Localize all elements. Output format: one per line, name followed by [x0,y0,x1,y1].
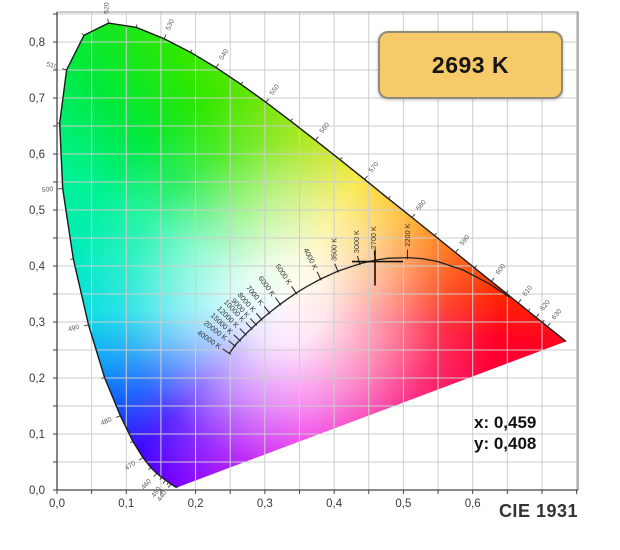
svg-text:550: 550 [269,83,282,96]
svg-text:0,3: 0,3 [257,498,273,510]
svg-text:0,4: 0,4 [326,498,343,510]
svg-text:0,6: 0,6 [29,149,45,161]
svg-text:560: 560 [319,122,332,135]
svg-text:2700 K: 2700 K [369,226,378,249]
svg-text:460: 460 [140,478,153,491]
svg-text:0,1: 0,1 [29,429,45,441]
svg-text:3000 K: 3000 K [352,230,361,253]
svg-text:2200 K: 2200 K [403,223,412,246]
cct-badge: 2693 K [378,31,563,99]
svg-text:500: 500 [42,186,54,194]
cct-badge-label: 2693 K [431,51,510,78]
svg-text:630: 630 [551,308,564,321]
svg-text:510: 510 [46,61,59,71]
svg-text:490: 490 [67,324,80,334]
diagram-title: CIE 1931 [498,501,578,521]
svg-text:4000 K: 4000 K [302,246,320,271]
svg-text:0,0: 0,0 [29,485,45,497]
svg-text:0,7: 0,7 [29,93,45,105]
svg-text:0,4: 0,4 [29,261,46,273]
svg-text:530: 530 [165,18,176,31]
svg-text:520: 520 [104,2,111,14]
svg-text:0,0: 0,0 [49,498,65,510]
y-readout: y: 0,408 [474,434,537,453]
svg-text:570: 570 [368,161,381,174]
svg-text:0,8: 0,8 [29,37,45,49]
svg-text:0,2: 0,2 [29,373,45,385]
svg-text:0,5: 0,5 [29,205,45,217]
svg-text:0,2: 0,2 [188,498,204,510]
svg-text:590: 590 [459,234,472,247]
svg-text:620: 620 [539,299,552,312]
svg-text:610: 610 [521,284,534,297]
svg-text:600: 600 [495,263,508,276]
svg-text:0,6: 0,6 [465,498,481,510]
svg-text:480: 480 [100,416,113,427]
x-readout: x: 0,459 [474,413,537,432]
svg-text:0,3: 0,3 [29,317,45,329]
svg-text:0,1: 0,1 [118,498,134,510]
xy-readout: x: 0,459 y: 0,408 [474,412,536,454]
svg-text:540: 540 [218,48,230,62]
svg-text:0,5: 0,5 [395,498,411,510]
svg-text:3500 K: 3500 K [329,238,338,261]
